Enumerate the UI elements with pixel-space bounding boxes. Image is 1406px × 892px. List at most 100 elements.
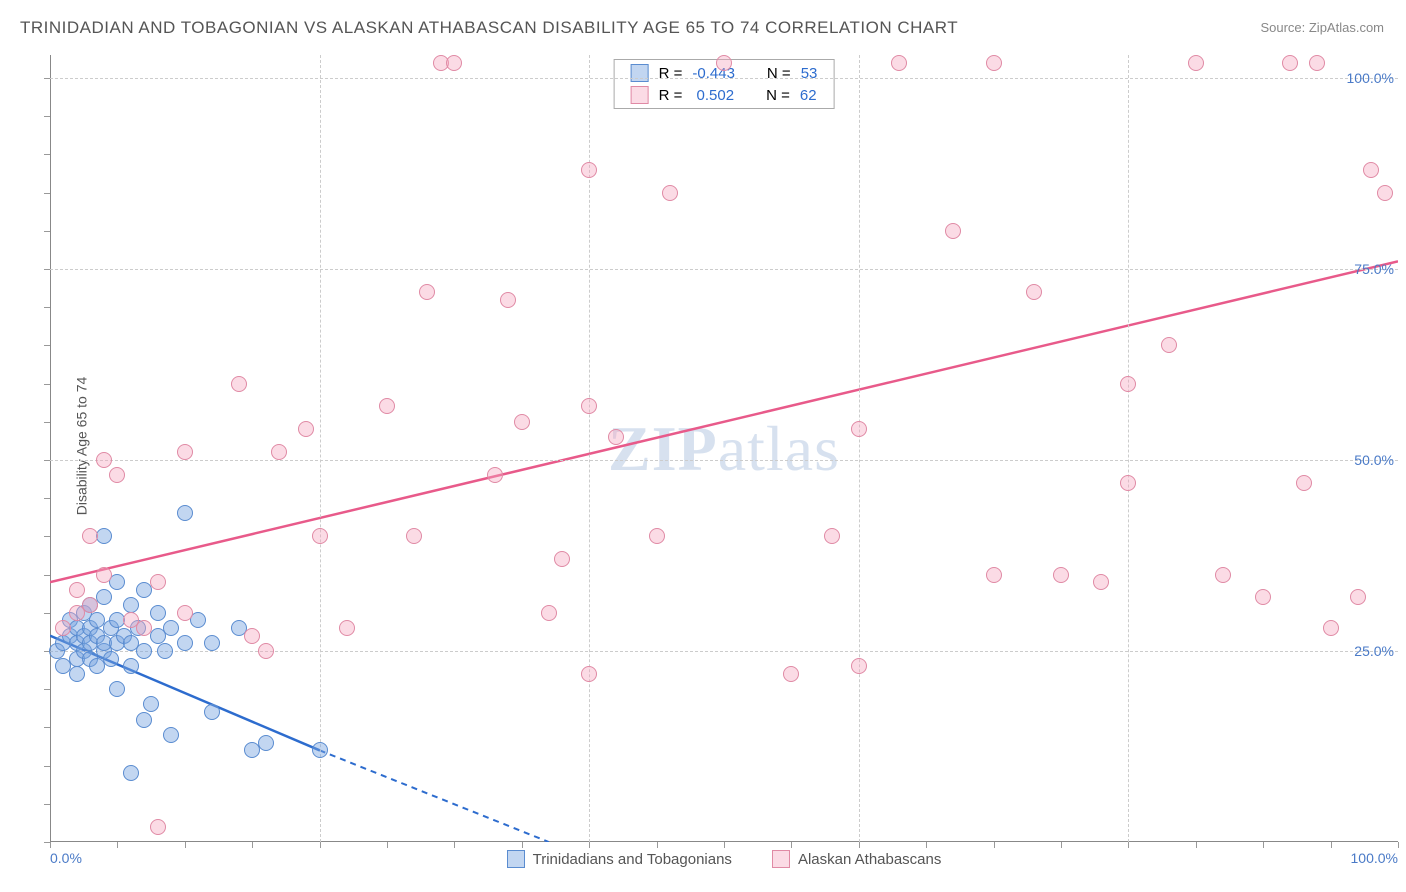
data-point — [109, 681, 125, 697]
data-point — [406, 528, 422, 544]
trend-lines — [50, 55, 1398, 842]
chart-title: TRINIDADIAN AND TOBAGONIAN VS ALASKAN AT… — [20, 18, 958, 38]
data-point — [541, 605, 557, 621]
series-legend: Trinidadians and Tobagonians Alaskan Ath… — [50, 848, 1398, 870]
data-point — [150, 574, 166, 590]
legend-label-series-1: Trinidadians and Tobagonians — [533, 851, 732, 868]
data-point — [312, 528, 328, 544]
data-point — [258, 643, 274, 659]
legend-n-value-2: 62 — [800, 87, 817, 104]
y-tick-label: 50.0% — [1354, 452, 1400, 468]
gridline-h — [50, 78, 1398, 79]
gridline-v — [859, 55, 860, 842]
legend-item-series-2: Alaskan Athabascans — [772, 850, 941, 868]
data-point — [500, 292, 516, 308]
y-tick-label: 25.0% — [1354, 643, 1400, 659]
data-point — [1255, 589, 1271, 605]
swatch-series-1 — [631, 64, 649, 82]
data-point — [1161, 337, 1177, 353]
data-point — [608, 429, 624, 445]
data-point — [103, 651, 119, 667]
data-point — [581, 162, 597, 178]
legend-r-value-2: 0.502 — [692, 87, 734, 104]
data-point — [69, 582, 85, 598]
data-point — [123, 658, 139, 674]
data-point — [177, 444, 193, 460]
gridline-h — [50, 460, 1398, 461]
data-point — [163, 727, 179, 743]
data-point — [554, 551, 570, 567]
data-point — [1053, 567, 1069, 583]
data-point — [1282, 55, 1298, 71]
data-point — [986, 567, 1002, 583]
data-point — [96, 567, 112, 583]
data-point — [1323, 620, 1339, 636]
data-point — [514, 414, 530, 430]
plot-area: ZIPatlas R = -0.443 N = 53 R = 0.502 N =… — [50, 55, 1398, 842]
data-point — [1350, 589, 1366, 605]
data-point — [150, 605, 166, 621]
data-point — [136, 620, 152, 636]
gridline-v — [320, 55, 321, 842]
data-point — [1026, 284, 1042, 300]
data-point — [1093, 574, 1109, 590]
data-point — [258, 735, 274, 751]
data-point — [231, 376, 247, 392]
x-tick-label: 100.0% — [1351, 850, 1398, 866]
data-point — [271, 444, 287, 460]
data-point — [177, 635, 193, 651]
legend-n-label: N = — [766, 87, 790, 104]
data-point — [1215, 567, 1231, 583]
data-point — [109, 574, 125, 590]
data-point — [123, 765, 139, 781]
data-point — [1377, 185, 1393, 201]
legend-n-label: N = — [767, 65, 791, 82]
data-point — [824, 528, 840, 544]
data-point — [379, 398, 395, 414]
data-point — [487, 467, 503, 483]
legend-r-label: R = — [659, 65, 683, 82]
data-point — [298, 421, 314, 437]
source-label: Source: ZipAtlas.com — [1260, 20, 1384, 35]
data-point — [190, 612, 206, 628]
data-point — [446, 55, 462, 71]
legend-item-series-1: Trinidadians and Tobagonians — [507, 850, 732, 868]
data-point — [581, 666, 597, 682]
data-point — [945, 223, 961, 239]
legend-r-label: R = — [659, 87, 683, 104]
data-point — [1309, 55, 1325, 71]
data-point — [136, 712, 152, 728]
data-point — [150, 819, 166, 835]
swatch-series-2 — [631, 86, 649, 104]
gridline-h — [50, 651, 1398, 652]
data-point — [419, 284, 435, 300]
data-point — [649, 528, 665, 544]
data-point — [1120, 475, 1136, 491]
legend-label-series-2: Alaskan Athabascans — [798, 851, 941, 868]
legend-row-series-2: R = 0.502 N = 62 — [615, 84, 834, 106]
data-point — [82, 528, 98, 544]
data-point — [177, 505, 193, 521]
data-point — [851, 421, 867, 437]
data-point — [123, 597, 139, 613]
data-point — [55, 620, 71, 636]
gridline-v — [1128, 55, 1129, 842]
data-point — [339, 620, 355, 636]
data-point — [109, 467, 125, 483]
swatch-series-2 — [772, 850, 790, 868]
data-point — [716, 55, 732, 71]
data-point — [986, 55, 1002, 71]
legend-n-value-1: 53 — [801, 65, 818, 82]
data-point — [1188, 55, 1204, 71]
data-point — [69, 666, 85, 682]
data-point — [662, 185, 678, 201]
swatch-series-1 — [507, 850, 525, 868]
data-point — [163, 620, 179, 636]
y-tick-label: 100.0% — [1347, 70, 1400, 86]
x-tick-label: 0.0% — [50, 850, 82, 866]
data-point — [244, 628, 260, 644]
data-point — [312, 742, 328, 758]
chart-container: TRINIDADIAN AND TOBAGONIAN VS ALASKAN AT… — [0, 0, 1406, 892]
data-point — [1120, 376, 1136, 392]
y-axis — [50, 55, 51, 842]
